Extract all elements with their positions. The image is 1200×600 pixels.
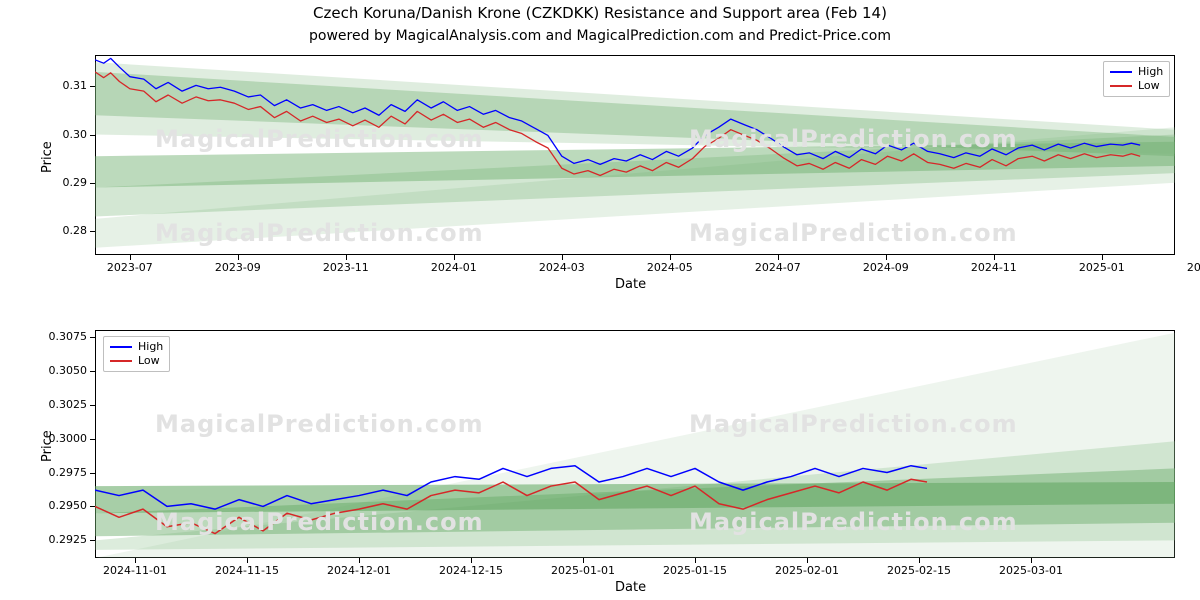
chart-subtitle: powered by MagicalAnalysis.com and Magic… [0, 28, 1200, 44]
legend-label: Low [1138, 79, 1160, 93]
legend-label: High [138, 340, 163, 354]
bottom-chart-x-axis-label: Date [615, 580, 646, 595]
top-chart-x-axis-label: Date [615, 277, 646, 292]
y-tick-label: 0.2975 [49, 466, 88, 479]
y-tick-label: 0.29 [63, 176, 88, 189]
legend-swatch [1110, 71, 1132, 73]
y-tick-label: 0.3075 [49, 330, 88, 343]
x-tick-label: 2023-09 [203, 261, 273, 274]
x-tick-label: 2024-07 [743, 261, 813, 274]
legend-item: Low [1110, 79, 1163, 93]
y-tick-label: 0.3050 [49, 364, 88, 377]
legend-swatch [1110, 85, 1132, 87]
x-tick-label: 2024-11-15 [212, 564, 282, 577]
x-tick-label: 2024-01 [419, 261, 489, 274]
x-tick-label: 2025-03 [1175, 261, 1200, 274]
y-tick-label: 0.30 [63, 128, 88, 141]
x-tick-label: 2025-02-01 [772, 564, 842, 577]
y-tick-label: 0.3025 [49, 398, 88, 411]
y-tick-label: 0.2925 [49, 533, 88, 546]
x-tick-label: 2025-03-01 [996, 564, 1066, 577]
x-tick-label: 2024-03 [527, 261, 597, 274]
y-tick-label: 0.28 [63, 224, 88, 237]
top-chart-plot-area [95, 55, 1175, 255]
x-tick-label: 2025-01 [1067, 261, 1137, 274]
x-tick-label: 2025-01-15 [660, 564, 730, 577]
y-tick-label: 0.3000 [49, 432, 88, 445]
legend-item: High [110, 340, 163, 354]
bottom-chart-plot-area [95, 330, 1175, 558]
x-tick-label: 2025-02-15 [884, 564, 954, 577]
y-tick-label: 0.2950 [49, 499, 88, 512]
x-tick-label: 2023-07 [95, 261, 165, 274]
x-tick-label: 2024-09 [851, 261, 921, 274]
y-tick-label: 0.31 [63, 79, 88, 92]
top-chart-y-axis-label: Price [40, 141, 55, 173]
x-tick-label: 2023-11 [311, 261, 381, 274]
legend-swatch [110, 346, 132, 348]
legend-swatch [110, 360, 132, 362]
legend-label: Low [138, 354, 160, 368]
x-tick-label: 2024-11-01 [100, 564, 170, 577]
bottom-chart-legend: HighLow [103, 336, 170, 372]
x-tick-label: 2024-12-15 [436, 564, 506, 577]
x-tick-label: 2024-05 [635, 261, 705, 274]
top-chart-legend: HighLow [1103, 61, 1170, 97]
legend-item: Low [110, 354, 163, 368]
chart-container: Czech Koruna/Danish Krone (CZKDKK) Resis… [0, 0, 1200, 600]
x-tick-label: 2024-12-01 [324, 564, 394, 577]
x-tick-label: 2025-01-01 [548, 564, 618, 577]
x-tick-label: 2024-11 [959, 261, 1029, 274]
chart-title: Czech Koruna/Danish Krone (CZKDKK) Resis… [0, 4, 1200, 22]
legend-item: High [1110, 65, 1163, 79]
legend-label: High [1138, 65, 1163, 79]
